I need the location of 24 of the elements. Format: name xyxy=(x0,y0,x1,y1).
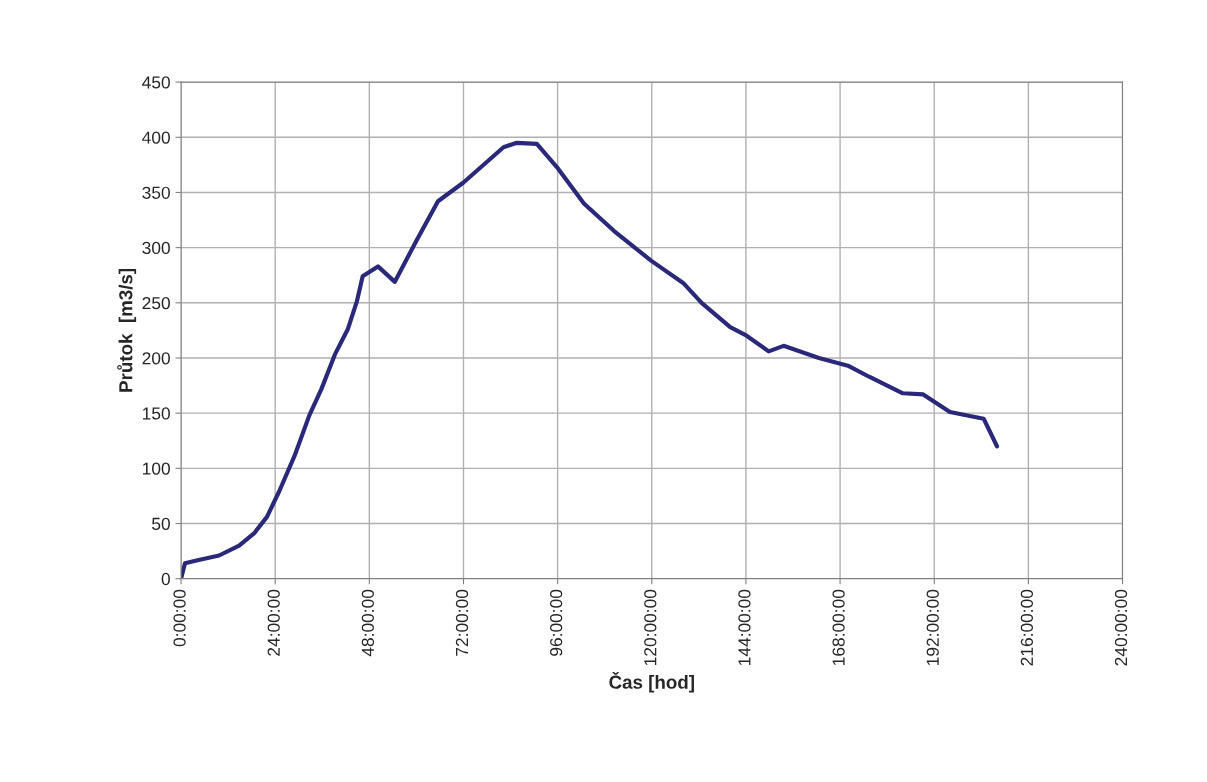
x-tick-label: 120:00:00 xyxy=(644,589,657,665)
y-tick-label: 450 xyxy=(142,76,170,89)
y-tick-label: 0 xyxy=(161,572,170,586)
x-tick-label: 168:00:00 xyxy=(832,589,845,665)
line-series xyxy=(181,140,1000,579)
y-tick-label: 50 xyxy=(152,517,170,530)
y-axis-title: Průtok [m3/s] xyxy=(117,268,137,392)
y-tick-label: 100 xyxy=(142,462,170,475)
x-tick-label: 240:00:00 xyxy=(1114,589,1128,666)
x-tick-label: 216:00:00 xyxy=(1020,589,1034,666)
x-tick-label: 48:00:00 xyxy=(361,589,374,657)
x-tick-label: 96:00:00 xyxy=(550,589,563,656)
y-tick-label: 200 xyxy=(142,352,170,365)
y-tick-label: 250 xyxy=(142,296,170,310)
x-tick-label: 24:00:00 xyxy=(267,589,280,656)
y-tick-label: 350 xyxy=(142,186,170,199)
x-tick-label: 144:00:00 xyxy=(738,589,751,665)
x-axis-title: Čas [hod] xyxy=(609,671,694,693)
y-tick-label: 150 xyxy=(142,407,170,420)
y-tick-label: 300 xyxy=(142,241,170,255)
x-tick-label: 72:00:00 xyxy=(455,589,469,656)
x-tick-label: 192:00:00 xyxy=(926,589,939,665)
y-tick-label: 400 xyxy=(142,131,170,144)
x-tick-label: 0:00:00 xyxy=(173,589,186,647)
